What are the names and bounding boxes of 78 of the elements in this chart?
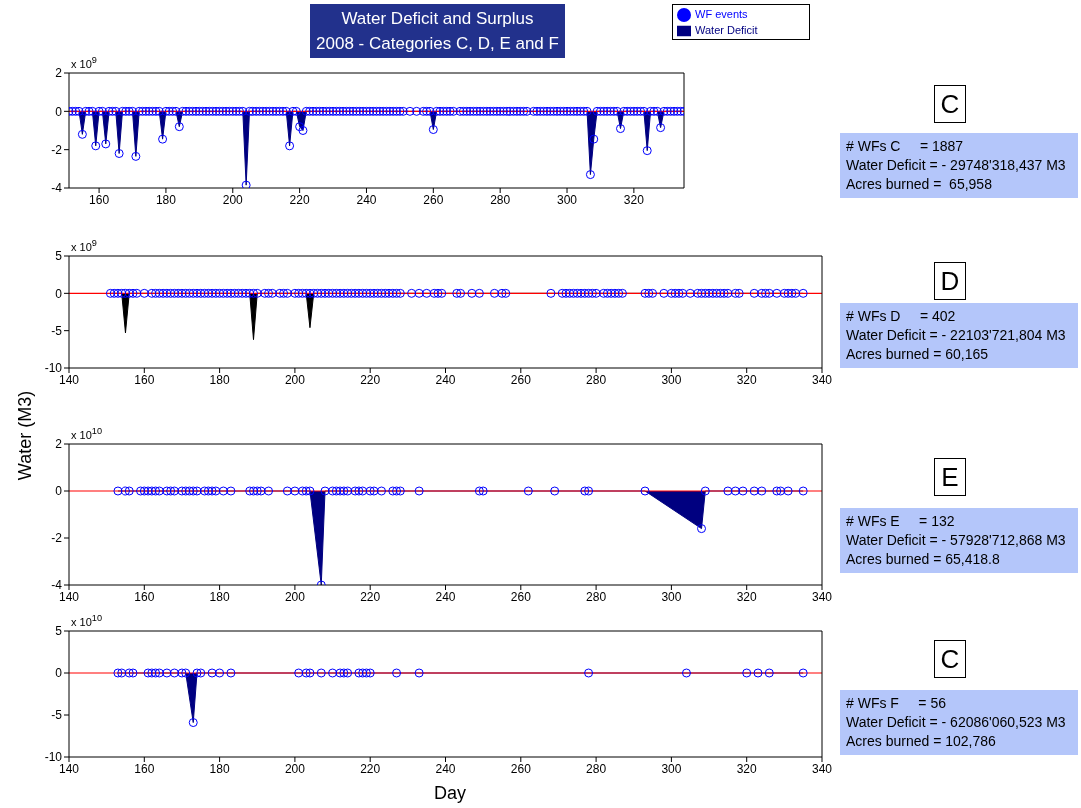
text: Acres burned = 65,418.8 [846, 551, 1000, 567]
text: Acres burned = 65,958 [846, 176, 992, 192]
y-tick-label: 0 [55, 666, 63, 681]
y-tick-label: 0 [55, 104, 63, 119]
x-tick-label: 200 [222, 192, 244, 207]
y-tick-label: 2 [55, 66, 63, 81]
x-tick-label: 280 [490, 192, 511, 207]
chart-title: Water Deficit and Surplus [341, 9, 534, 28]
x-tick-label: 260 [423, 192, 444, 207]
text: Water Deficit = - 29748'318,437 M3 [846, 157, 1066, 173]
x-tick-label: 300 [661, 589, 682, 604]
text: Water Deficit = - 57928'712,868 M3 [846, 532, 1066, 548]
text: # WFs D = 402 [846, 308, 956, 324]
text: # WFs C = 1887 [846, 138, 964, 154]
text: C [940, 644, 960, 674]
x-tick-label: 300 [557, 192, 578, 207]
text: # WFs F = 56 [846, 695, 946, 711]
x-tick-label: 260 [510, 372, 532, 387]
legend-label: Water Deficit [695, 24, 758, 37]
x-tick-label: 200 [284, 372, 306, 387]
x-tick-label: 160 [134, 761, 155, 776]
x-axis-title: Day [433, 783, 466, 803]
text: D [940, 266, 960, 296]
x-tick-label: 320 [736, 372, 758, 387]
x-tick-label: 240 [356, 192, 377, 207]
x-tick-label: 320 [623, 192, 645, 207]
x-tick-label: 160 [89, 192, 110, 207]
x-tick-label: 200 [284, 761, 306, 776]
x-tick-label: 220 [289, 192, 310, 207]
y-tick-label: -2 [51, 142, 63, 157]
text: C [940, 89, 960, 119]
x-tick-label: 320 [736, 761, 758, 776]
y-tick-label: 5 [55, 624, 63, 639]
x-tick-label: 300 [661, 372, 682, 387]
x-tick-label: 240 [435, 589, 456, 604]
x-tick-label: 220 [360, 761, 381, 776]
y-tick-label: 0 [55, 286, 63, 301]
y-axis-title: Water (M3) [14, 390, 35, 481]
x-tick-label: 220 [360, 589, 381, 604]
text: x 10$^{10}$ [71, 426, 102, 441]
x-tick-label: 160 [134, 372, 155, 387]
x-tick-label: 180 [155, 192, 177, 207]
x-tick-label: 260 [510, 589, 532, 604]
x-tick-label: 220 [360, 372, 381, 387]
x-tick-label: 320 [736, 589, 758, 604]
text: E [941, 462, 959, 492]
x-tick-label: 180 [209, 761, 230, 776]
y-tick-label: 5 [55, 249, 63, 264]
text: Acres burned = 60,165 [846, 346, 989, 362]
text: # WFs E = 132 [846, 513, 955, 529]
x-tick-label: 200 [284, 589, 306, 604]
text: x 10$^{10}$ [71, 613, 102, 628]
y-tick-label: -2 [51, 531, 63, 546]
x-tick-label: 340 [811, 372, 833, 387]
y-tick-label: -5 [51, 323, 63, 338]
text: Water Deficit = - 22103'721,804 M3 [846, 327, 1066, 343]
x-tick-label: 280 [586, 761, 607, 776]
x-tick-label: 300 [661, 761, 682, 776]
text: x 10$^{9}$ [71, 238, 97, 253]
x-tick-label: 260 [510, 761, 532, 776]
y-tick-label: 0 [55, 484, 63, 499]
text: Acres burned = 102,786 [846, 733, 996, 749]
x-tick-label: 180 [209, 589, 230, 604]
y-tick-label: -4 [51, 181, 63, 196]
x-tick-label: 160 [134, 589, 155, 604]
x-tick-label: 280 [586, 589, 607, 604]
y-tick-label: -5 [51, 708, 63, 723]
text: Water Deficit = - 62086'060,523 M3 [846, 714, 1066, 730]
x-tick-label: 280 [586, 372, 607, 387]
x-tick-label: 240 [435, 761, 456, 776]
legend-label: WF events [695, 8, 748, 20]
x-tick-label: 180 [209, 372, 230, 387]
x-tick-label: 340 [811, 589, 833, 604]
x-tick-label: 240 [435, 372, 456, 387]
y-tick-label: 2 [55, 437, 63, 452]
text: x 10$^{9}$ [71, 55, 97, 70]
chart-subtitle: 2008 - Categories C, D, E and F [316, 34, 559, 53]
x-tick-label: 340 [811, 761, 833, 776]
